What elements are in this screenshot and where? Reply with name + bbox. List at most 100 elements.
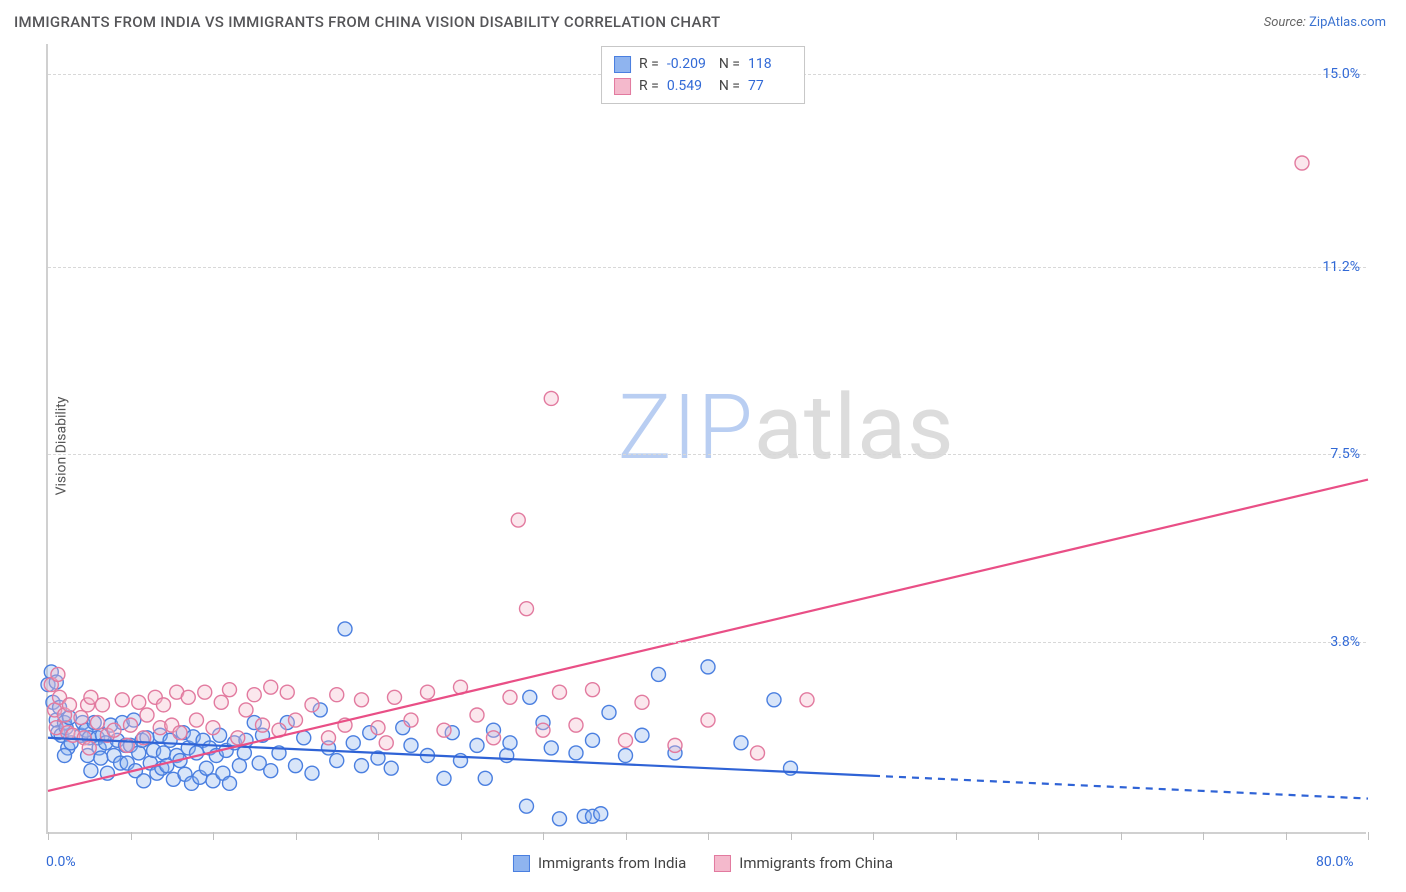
data-point <box>635 695 649 709</box>
data-point <box>586 733 600 747</box>
x-tick <box>626 832 627 840</box>
data-point <box>322 731 336 745</box>
data-point <box>800 693 814 707</box>
data-point <box>305 698 319 712</box>
data-point <box>594 807 608 821</box>
data-point <box>619 749 633 763</box>
data-point <box>388 690 402 704</box>
data-point <box>247 688 261 702</box>
source-prefix: Source: <box>1264 15 1309 30</box>
x-tick <box>461 832 462 840</box>
data-point <box>586 683 600 697</box>
data-point <box>500 749 514 763</box>
x-max-label: 80.0% <box>1316 854 1354 870</box>
correlation-legend: R =-0.209N =118R =0.549N =77 <box>601 46 805 104</box>
data-point <box>231 731 245 745</box>
data-point <box>379 736 393 750</box>
legend-swatch <box>714 855 731 872</box>
series-legend: Immigrants from IndiaImmigrants from Chi… <box>513 854 893 872</box>
data-point <box>635 728 649 742</box>
data-point <box>734 736 748 750</box>
x-tick <box>956 832 957 840</box>
x-tick <box>791 832 792 840</box>
data-point <box>206 721 220 735</box>
data-point <box>330 688 344 702</box>
y-tick-label: 7.5% <box>1330 446 1360 462</box>
data-point <box>107 723 121 737</box>
data-point <box>214 695 228 709</box>
data-point <box>94 751 108 765</box>
data-point <box>305 766 319 780</box>
data-point <box>132 695 146 709</box>
data-point <box>371 721 385 735</box>
x-tick <box>1286 832 1287 840</box>
header: IMMIGRANTS FROM INDIA VS IMMIGRANTS FROM… <box>0 0 1406 44</box>
data-point <box>404 713 418 727</box>
data-point <box>264 680 278 694</box>
data-point <box>602 705 616 719</box>
data-point <box>181 690 195 704</box>
x-tick <box>296 832 297 840</box>
r-value: 0.549 <box>667 75 711 97</box>
y-tick-label: 15.0% <box>1322 66 1360 82</box>
data-point <box>198 685 212 699</box>
n-value: 77 <box>748 75 792 97</box>
legend-label: Immigrants from India <box>538 854 686 872</box>
data-point <box>470 708 484 722</box>
data-point <box>487 731 501 745</box>
data-point <box>536 723 550 737</box>
data-point <box>511 513 525 527</box>
data-point <box>140 708 154 722</box>
data-point <box>239 703 253 717</box>
data-point <box>91 716 105 730</box>
data-point <box>223 683 237 697</box>
data-point <box>157 746 171 760</box>
chart-svg <box>48 44 1366 832</box>
data-point <box>1295 156 1309 170</box>
data-point <box>199 761 213 775</box>
data-point <box>289 759 303 773</box>
gridline <box>48 642 1366 643</box>
n-label: N = <box>719 53 740 75</box>
x-tick <box>1368 832 1369 840</box>
data-point <box>355 693 369 707</box>
data-point <box>384 761 398 775</box>
data-point <box>355 759 369 773</box>
data-point <box>124 718 138 732</box>
data-point <box>280 685 294 699</box>
n-label: N = <box>719 75 740 97</box>
source-link[interactable]: ZipAtlas.com <box>1309 15 1386 30</box>
data-point <box>84 764 98 778</box>
data-point <box>330 754 344 768</box>
legend-item: Immigrants from India <box>513 854 686 872</box>
data-point <box>437 723 451 737</box>
data-point <box>569 746 583 760</box>
data-point <box>51 667 65 681</box>
gridline <box>48 267 1366 268</box>
data-point <box>157 698 171 712</box>
plot-area: ZIPatlas 3.8%7.5%11.2%15.0% <box>46 44 1366 834</box>
data-point <box>701 713 715 727</box>
r-label: R = <box>639 53 659 75</box>
x-tick <box>1038 832 1039 840</box>
legend-swatch <box>614 78 631 95</box>
data-point <box>520 602 534 616</box>
y-tick-label: 3.8% <box>1330 634 1360 650</box>
data-point <box>190 713 204 727</box>
x-tick <box>378 832 379 840</box>
data-point <box>478 771 492 785</box>
data-point <box>82 741 96 755</box>
data-point <box>95 698 109 712</box>
x-tick <box>708 832 709 840</box>
data-point <box>544 391 558 405</box>
data-point <box>74 711 88 725</box>
data-point <box>553 685 567 699</box>
data-point <box>668 738 682 752</box>
data-point <box>223 776 237 790</box>
gridline <box>48 454 1366 455</box>
data-point <box>232 759 246 773</box>
data-point <box>503 736 517 750</box>
data-point <box>701 660 715 674</box>
x-origin-label: 0.0% <box>46 854 76 870</box>
chart-title: IMMIGRANTS FROM INDIA VS IMMIGRANTS FROM… <box>14 13 720 31</box>
